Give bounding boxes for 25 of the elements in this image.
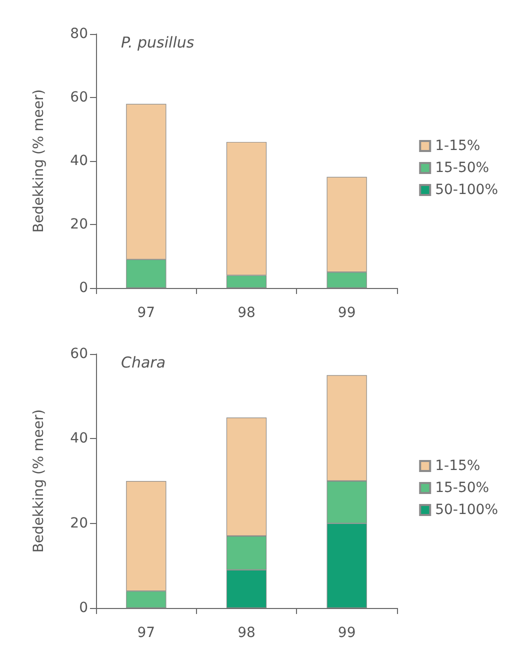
y-tick-label: 40 xyxy=(70,430,88,447)
legend-label: 15-50% xyxy=(435,160,490,176)
y-tick-label: 0 xyxy=(79,280,88,296)
legend-label: 15-50% xyxy=(435,480,490,496)
y-tick-label: 60 xyxy=(70,346,88,362)
y-axis-title: Bedekking (% meer) xyxy=(31,89,47,233)
legend-label: 1-15% xyxy=(435,138,480,154)
x-tick-label: 98 xyxy=(238,625,256,641)
x-tick-label: 99 xyxy=(338,305,356,321)
legend-label: 50-100% xyxy=(435,502,498,518)
y-tick-label: 80 xyxy=(70,26,88,42)
y-tick-label: 20 xyxy=(70,216,88,232)
y-tick-label: 60 xyxy=(70,90,88,106)
x-tick-label: 99 xyxy=(338,625,356,641)
chart-title: P. pusillus xyxy=(121,34,194,52)
legend-label: 1-15% xyxy=(435,458,480,474)
chart-title: Chara xyxy=(121,354,166,372)
y-tick-label: 20 xyxy=(70,515,88,532)
y-tick-label: 40 xyxy=(70,153,88,169)
y-tick-label: 0 xyxy=(79,600,88,616)
x-tick-label: 97 xyxy=(137,625,156,641)
legend-label: 50-100% xyxy=(435,182,498,198)
x-tick-label: 97 xyxy=(137,305,156,321)
y-axis-title: Bedekking (% meer) xyxy=(31,409,47,553)
x-tick-label: 98 xyxy=(238,305,256,321)
